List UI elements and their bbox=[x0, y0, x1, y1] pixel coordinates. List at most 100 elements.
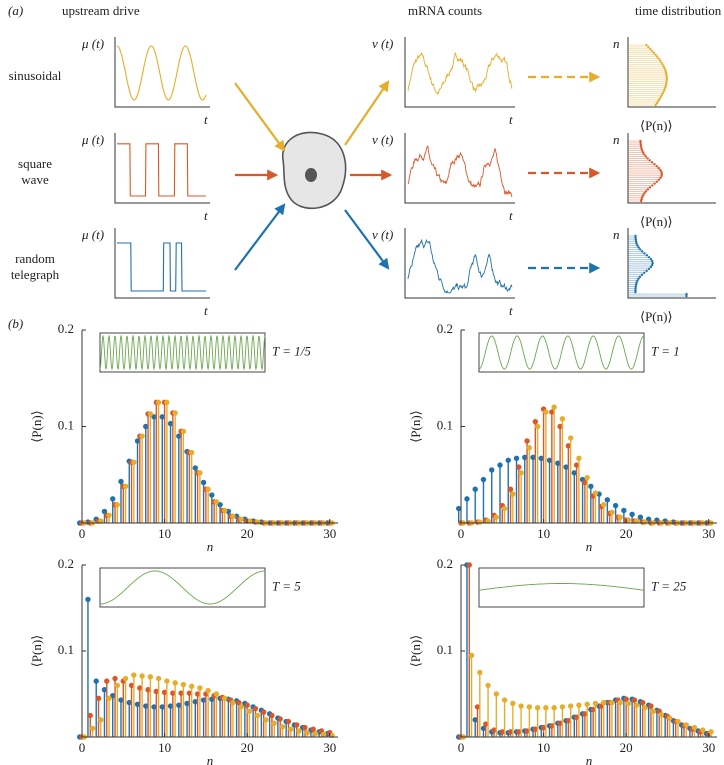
axis-label: μ (t) bbox=[81, 227, 104, 242]
dist-dot bbox=[641, 195, 644, 199]
axis-label: ν (t) bbox=[372, 36, 393, 51]
dist-dot bbox=[641, 151, 645, 154]
stem-head bbox=[499, 729, 505, 735]
stem-head bbox=[126, 699, 132, 706]
dist-dot bbox=[645, 269, 648, 273]
stem-head bbox=[609, 699, 615, 706]
x-tick-label: 30 bbox=[323, 740, 336, 755]
axis bbox=[404, 133, 515, 204]
dist-dot bbox=[640, 147, 643, 150]
stem-head bbox=[180, 428, 187, 435]
dist-dot bbox=[665, 78, 668, 82]
stem-head bbox=[592, 700, 599, 707]
row-label: square bbox=[18, 156, 52, 171]
stem-head bbox=[576, 702, 582, 708]
dist-dot bbox=[647, 267, 651, 271]
dist-dot bbox=[664, 68, 667, 72]
dist-dot bbox=[653, 163, 656, 166]
dist-dot bbox=[634, 234, 637, 238]
stem-head bbox=[200, 697, 207, 703]
axis-label: t bbox=[204, 208, 208, 223]
stem-head bbox=[650, 708, 656, 714]
stem-head bbox=[155, 399, 162, 406]
x-tick-label: 10 bbox=[537, 526, 550, 541]
stem-head bbox=[658, 711, 665, 718]
stem-head bbox=[493, 514, 500, 520]
stem-head bbox=[197, 685, 203, 691]
stem-head bbox=[172, 410, 178, 416]
stem-head bbox=[238, 516, 244, 522]
stem-head bbox=[131, 672, 137, 678]
stem-head bbox=[507, 729, 514, 735]
dist-dot bbox=[634, 285, 637, 288]
axis-label: t bbox=[204, 112, 208, 127]
stem-head bbox=[200, 479, 207, 486]
inset-trace bbox=[478, 335, 645, 370]
stem-head bbox=[592, 490, 599, 496]
stem-head bbox=[534, 705, 541, 711]
dist-dot bbox=[640, 273, 644, 276]
stem-head bbox=[576, 455, 582, 462]
stem-head bbox=[584, 474, 590, 481]
stem-head bbox=[153, 688, 160, 695]
stem-head bbox=[516, 464, 522, 470]
axis bbox=[114, 37, 210, 108]
x-axis-label: n bbox=[586, 539, 593, 554]
stem-head bbox=[170, 690, 176, 696]
stem-head bbox=[285, 718, 292, 725]
dist-dot bbox=[650, 49, 654, 53]
stem-head bbox=[134, 701, 141, 708]
stem-head bbox=[255, 712, 261, 719]
y-tick-label: 0.1 bbox=[58, 417, 74, 432]
dist-dot bbox=[636, 244, 639, 247]
stem-head bbox=[532, 726, 539, 732]
annotation: T = 5 bbox=[272, 578, 301, 593]
stem-head bbox=[532, 418, 539, 425]
dist-dot bbox=[644, 155, 648, 158]
stem-head bbox=[217, 501, 223, 508]
stem-head bbox=[634, 518, 640, 524]
stem-head bbox=[590, 706, 596, 713]
stem-head bbox=[526, 704, 533, 710]
dist-dot bbox=[648, 47, 652, 51]
stem-head bbox=[546, 457, 553, 463]
dist-dot bbox=[662, 65, 665, 68]
y-axis-label: ⟨P(n)⟩ bbox=[29, 410, 44, 443]
dist-dot bbox=[657, 166, 660, 170]
dist-dot bbox=[647, 45, 650, 49]
stem-head bbox=[474, 704, 481, 710]
stem-head bbox=[540, 724, 547, 731]
axis-label: n bbox=[613, 36, 620, 51]
stem-head bbox=[205, 687, 211, 694]
annotation: T = 1/5 bbox=[272, 343, 311, 358]
x-tick-label: 30 bbox=[702, 526, 715, 541]
dist-dot bbox=[660, 94, 663, 97]
axis-label: ⟨P(n)⟩ bbox=[640, 118, 673, 133]
stem-head bbox=[122, 675, 129, 682]
arrow bbox=[234, 82, 286, 152]
stem-head bbox=[263, 717, 269, 723]
dist-dot bbox=[664, 70, 668, 74]
mrna-trace bbox=[407, 145, 513, 198]
stem-head bbox=[565, 717, 572, 724]
stem-head bbox=[567, 703, 574, 709]
annotation: T = 1 bbox=[651, 343, 680, 358]
panel-label: (a) bbox=[8, 3, 23, 18]
axis bbox=[404, 228, 515, 299]
stem-head bbox=[510, 491, 516, 497]
dist-dot bbox=[650, 263, 654, 267]
stem-head bbox=[526, 445, 533, 451]
stem-head bbox=[98, 717, 104, 723]
dist-dot bbox=[648, 159, 651, 162]
x-tick-label: 10 bbox=[537, 740, 550, 755]
stem-head bbox=[477, 519, 483, 525]
dist-dot bbox=[641, 250, 644, 253]
dist-dot bbox=[646, 188, 650, 191]
stem-head bbox=[571, 470, 578, 476]
x-tick-label: 0 bbox=[79, 526, 86, 541]
x-tick-label: 30 bbox=[702, 740, 715, 755]
stem-head bbox=[501, 697, 508, 703]
stem-head bbox=[485, 682, 491, 689]
stem-head bbox=[296, 728, 302, 734]
stem-head bbox=[667, 715, 673, 721]
